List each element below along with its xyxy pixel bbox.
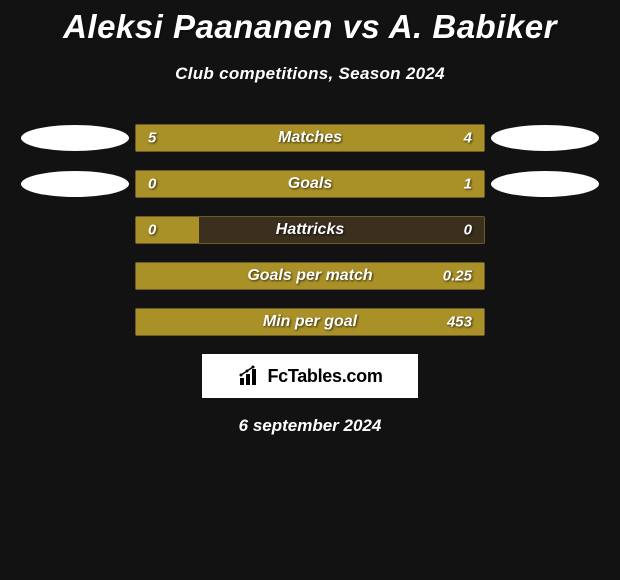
page-title: Aleksi Paananen vs A. Babiker (0, 8, 620, 46)
player2-indicator (491, 171, 599, 197)
player2-value: 453 (447, 314, 472, 331)
stat-bar: Goals 0 1 (135, 170, 485, 198)
stat-label: Goals (288, 175, 332, 193)
stat-row: Matches 5 4 (15, 124, 605, 152)
stat-bar: Hattricks 0 0 (135, 216, 485, 244)
stat-row: Goals per match 0.25 (15, 262, 605, 290)
branding-text: FcTables.com (267, 366, 382, 387)
player2-indicator (491, 125, 599, 151)
stat-row: Hattricks 0 0 (15, 216, 605, 244)
player2-value: 0 (464, 222, 472, 239)
player2-value: 1 (464, 176, 472, 193)
player2-value: 4 (464, 130, 472, 147)
player1-value: 5 (148, 130, 156, 147)
right-indicator-cell (485, 125, 605, 151)
bar-fill-right (199, 171, 484, 197)
right-indicator-cell (485, 171, 605, 197)
left-indicator-cell (15, 171, 135, 197)
bar-fill-left (136, 171, 199, 197)
branding-logo[interactable]: FcTables.com (202, 354, 418, 398)
stat-label: Goals per match (247, 267, 372, 285)
chart-icon (237, 364, 261, 388)
stat-label: Matches (278, 129, 342, 147)
stat-bar: Matches 5 4 (135, 124, 485, 152)
stats-area: Matches 5 4 Goals 0 1 Hattricks 0 0 Goals per mat… (0, 124, 620, 336)
bar-fill-left (136, 217, 199, 243)
stat-label: Hattricks (276, 221, 344, 239)
player1-value: 0 (148, 222, 156, 239)
player1-name: Aleksi Paananen (63, 8, 333, 45)
stat-row: Min per goal 453 (15, 308, 605, 336)
stat-bar: Goals per match 0.25 (135, 262, 485, 290)
title-separator: vs (343, 8, 381, 45)
player2-value: 0.25 (443, 268, 472, 285)
player1-indicator (21, 171, 129, 197)
comparison-container: Aleksi Paananen vs A. Babiker Club compe… (0, 0, 620, 436)
player2-name: A. Babiker (389, 8, 557, 45)
stat-label: Min per goal (263, 313, 357, 331)
player1-value: 0 (148, 176, 156, 193)
left-indicator-cell (15, 125, 135, 151)
subtitle: Club competitions, Season 2024 (0, 64, 620, 84)
stat-row: Goals 0 1 (15, 170, 605, 198)
footer-date: 6 september 2024 (0, 416, 620, 436)
player1-indicator (21, 125, 129, 151)
stat-bar: Min per goal 453 (135, 308, 485, 336)
